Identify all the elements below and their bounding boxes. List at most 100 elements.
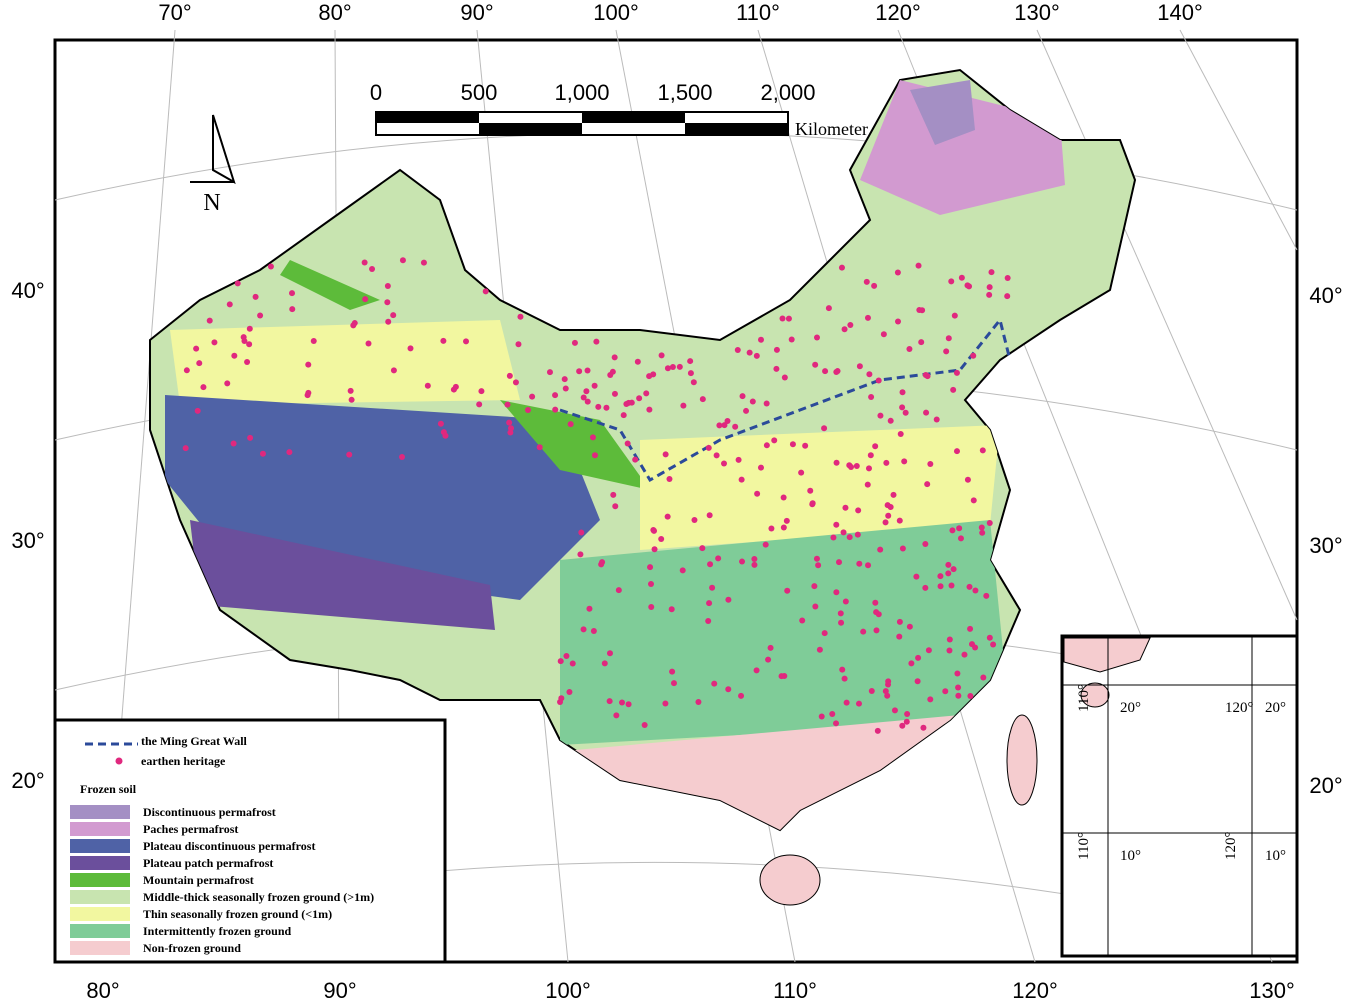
heritage-dot xyxy=(937,573,944,580)
heritage-dot xyxy=(666,476,673,483)
heritage-dot xyxy=(906,623,913,630)
heritage-dot xyxy=(949,527,956,534)
legend-label: Non-frozen ground xyxy=(143,941,241,955)
legend-label: Paches permafrost xyxy=(143,822,238,836)
heritage-dot xyxy=(913,573,920,580)
heritage-dot xyxy=(780,524,787,531)
heritage-dot xyxy=(578,529,585,536)
heritage-dot xyxy=(986,291,993,298)
heritage-dot xyxy=(613,712,620,719)
heritage-dot xyxy=(942,688,949,695)
heritage-dot xyxy=(818,713,825,720)
heritage-dot xyxy=(948,278,955,285)
heritage-dot xyxy=(954,670,961,677)
heritage-dot xyxy=(676,363,683,370)
heritage-dot xyxy=(847,321,854,328)
heritage-dot xyxy=(780,494,787,501)
heritage-dot xyxy=(802,442,809,449)
heritage-dot xyxy=(664,365,671,372)
heritage-dot xyxy=(246,341,253,348)
heritage-dot xyxy=(958,274,965,281)
heritage-dot xyxy=(183,367,190,374)
heritage-dot xyxy=(399,257,406,264)
longitude-label: 90° xyxy=(460,0,493,25)
inset-label: 20° xyxy=(1120,700,1141,716)
heritage-dot xyxy=(690,379,697,386)
heritage-dot xyxy=(234,280,241,287)
heritage-dot xyxy=(524,407,531,414)
heritage-dot xyxy=(580,394,587,401)
heritage-dot xyxy=(877,412,884,419)
latitude-label: 20° xyxy=(11,768,44,793)
legend-section-title: Frozen soil xyxy=(80,782,137,796)
heritage-dot xyxy=(834,368,841,375)
heritage-dot xyxy=(867,452,874,459)
legend-swatch xyxy=(70,924,130,938)
scale-label: 1,000 xyxy=(554,80,609,105)
heritage-dot xyxy=(789,441,796,448)
heritage-dot xyxy=(362,296,369,303)
heritage-dot xyxy=(855,700,862,707)
heritage-dot xyxy=(950,566,957,573)
heritage-dot xyxy=(632,456,639,463)
heritage-dot xyxy=(590,627,597,634)
heritage-dot xyxy=(619,699,626,706)
heritage-dot xyxy=(899,545,906,552)
heritage-dot xyxy=(576,368,583,375)
heritage-dot xyxy=(785,315,792,322)
heritage-dot xyxy=(361,259,368,266)
heritage-dot xyxy=(783,517,790,524)
heritage-dot xyxy=(705,617,712,624)
heritage-dot xyxy=(713,452,720,459)
heritage-dot xyxy=(721,422,728,429)
heritage-dot xyxy=(399,453,406,460)
heritage-dot xyxy=(289,306,296,313)
heritage-dot xyxy=(874,727,881,734)
heritage-dot xyxy=(948,582,955,589)
scale-label: 0 xyxy=(370,80,382,105)
heritage-dot xyxy=(967,625,974,632)
heritage-dot xyxy=(206,317,213,324)
heritage-dot xyxy=(687,370,694,377)
heritage-dot xyxy=(821,630,828,637)
heritage-dot xyxy=(636,395,643,402)
heritage-dot xyxy=(914,678,921,685)
legend-label: Thin seasonally frozen ground (<1m) xyxy=(143,907,332,921)
longitude-label: 120° xyxy=(875,0,921,25)
heritage-dot xyxy=(799,617,806,624)
heritage-dot xyxy=(506,372,513,379)
heritage-dot xyxy=(915,654,922,661)
heritage-dot xyxy=(882,519,889,526)
heritage-dot xyxy=(651,546,658,553)
heritage-dot xyxy=(890,491,897,498)
heritage-dot xyxy=(567,421,574,428)
heritage-dot xyxy=(706,512,713,519)
heritage-dot xyxy=(584,367,591,374)
heritage-dot xyxy=(842,504,849,511)
heritage-dot xyxy=(872,443,879,450)
heritage-dot xyxy=(897,430,904,437)
heritage-dot xyxy=(247,434,254,441)
heritage-dot xyxy=(821,425,828,432)
heritage-dot xyxy=(922,371,929,378)
heritage-dot xyxy=(788,336,795,343)
heritage-dot xyxy=(452,383,459,390)
heritage-dot xyxy=(781,374,788,381)
heritage-dot xyxy=(957,535,964,542)
heritage-dot xyxy=(658,535,665,542)
heritage-dot xyxy=(899,404,906,411)
heritage-dot xyxy=(906,346,913,353)
heritage-dot xyxy=(610,491,617,498)
heritage-dot xyxy=(945,335,952,342)
heritage-dot xyxy=(440,429,447,436)
heritage-dot xyxy=(606,650,613,657)
scale-bar xyxy=(375,111,789,136)
heritage-dot xyxy=(595,403,602,410)
heritage-dot xyxy=(591,382,598,389)
heritage-dot xyxy=(836,559,843,566)
heritage-dot xyxy=(813,555,820,562)
longitude-label: 130° xyxy=(1249,978,1295,1003)
heritage-dot xyxy=(390,312,397,319)
inset-label: 110° xyxy=(1076,832,1092,860)
heritage-dot xyxy=(706,600,713,607)
